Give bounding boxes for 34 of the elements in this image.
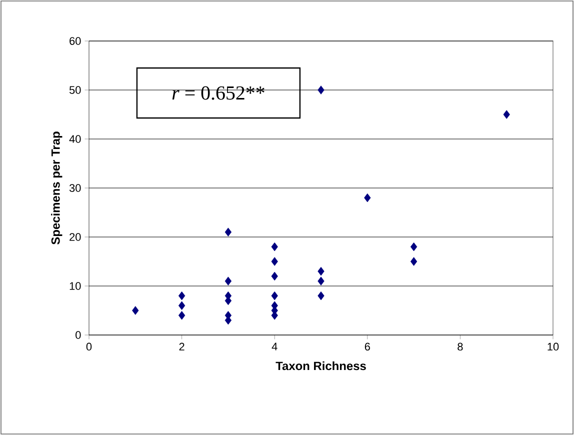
point (364, 193, 371, 202)
y-tick-label: 10 (70, 282, 81, 290)
y-tick-label: 60 (70, 37, 81, 45)
point (178, 311, 186, 320)
point (318, 276, 324, 286)
y-axis-title: Specimens per Trap (51, 132, 62, 244)
point (178, 301, 186, 310)
point (318, 86, 324, 94)
y-tick-label: 20 (70, 233, 81, 241)
point (271, 291, 278, 300)
x-tick-label: 4 (272, 342, 278, 350)
point (271, 242, 278, 252)
point (132, 306, 139, 315)
y-tick-label: 50 (69, 86, 81, 94)
annotation: r = 0.652** (172, 86, 264, 100)
point (224, 228, 232, 236)
x-tick-label: 0 (86, 342, 92, 351)
x-tick-label: 10 (548, 342, 559, 351)
y-tick-label: 40 (69, 135, 81, 143)
y-tick-label: 0 (76, 331, 81, 339)
point (224, 276, 232, 286)
x-tick-label: 6 (364, 342, 370, 351)
x-tick-label: 8 (458, 342, 463, 351)
point (318, 291, 324, 300)
point (271, 272, 278, 281)
point (410, 242, 418, 252)
point (318, 266, 324, 276)
x-axis-title: Taxon Richness (276, 361, 366, 370)
x-tick-label: 2 (179, 342, 184, 350)
point (178, 291, 186, 300)
point (410, 257, 418, 266)
point (271, 257, 278, 266)
point (503, 110, 510, 119)
y-tick-label: 30 (69, 184, 81, 192)
